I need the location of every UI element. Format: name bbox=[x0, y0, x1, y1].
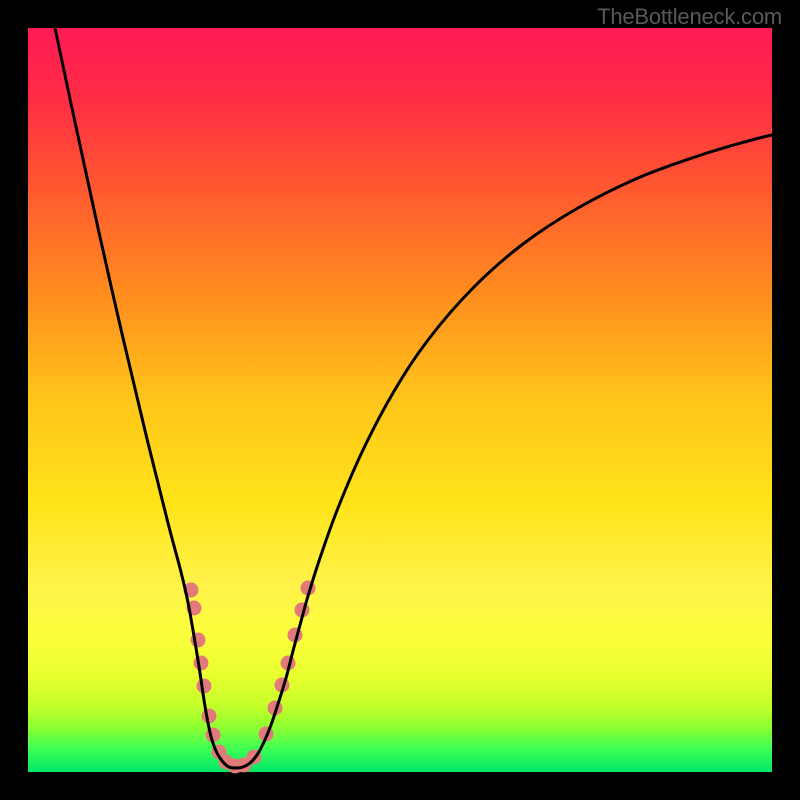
chart-frame: TheBottleneck.com bbox=[0, 0, 800, 800]
watermark-text: TheBottleneck.com bbox=[597, 4, 782, 30]
valley-markers bbox=[184, 581, 315, 773]
bottleneck-curve bbox=[28, 28, 772, 772]
plot-area bbox=[28, 28, 772, 772]
